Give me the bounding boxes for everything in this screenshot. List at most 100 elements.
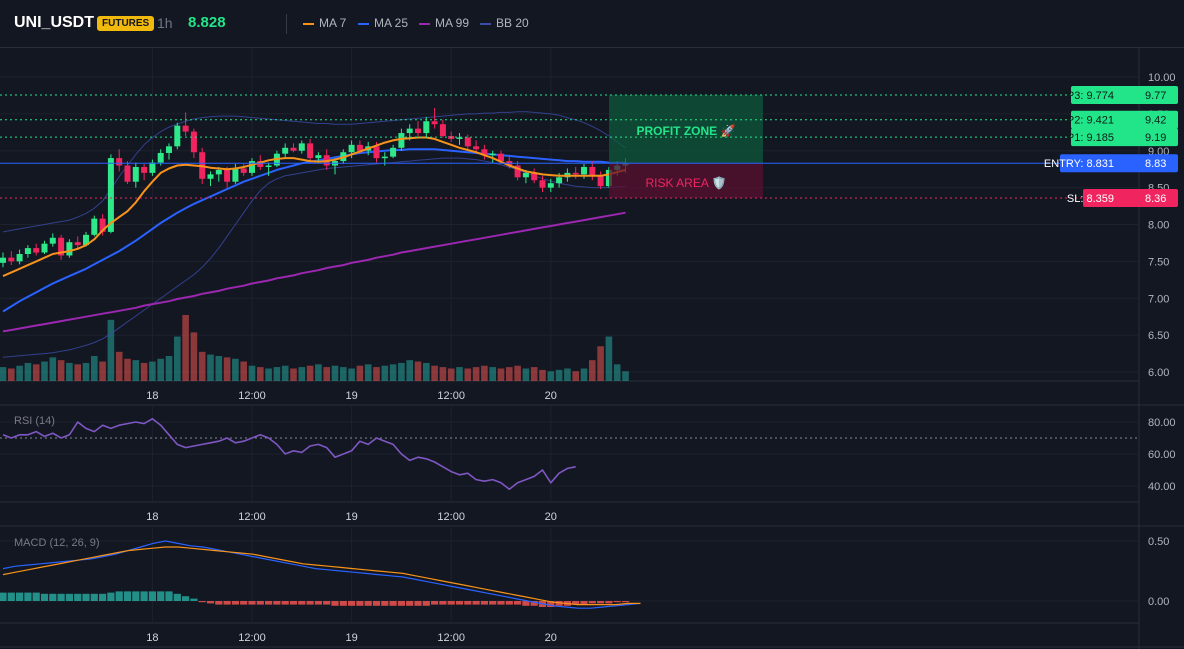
volume-bar	[497, 368, 505, 381]
candle-body	[166, 146, 172, 153]
legend-ma7[interactable]: MA 7	[303, 16, 346, 30]
macd-histogram-bar	[140, 591, 148, 601]
tp1-tag-bg	[1071, 128, 1178, 147]
price-pane[interactable]	[0, 107, 629, 381]
macd-histogram-bar	[223, 601, 231, 605]
tp3-tag-text: TP3: 9.774	[1060, 90, 1114, 102]
macd-histogram-bar	[190, 598, 198, 601]
candle-body	[215, 169, 222, 175]
candle-body	[531, 172, 538, 181]
last-price: 8.828	[188, 14, 226, 31]
symbol-name[interactable]: UNI_USDT	[14, 14, 95, 31]
macd-histogram-bar	[298, 601, 306, 605]
volume-bar	[149, 361, 156, 381]
candle-body	[8, 257, 15, 262]
tp2-axis-value: 9.42	[1145, 115, 1166, 127]
time-tick-label: 12:00	[238, 390, 266, 402]
time-tick-label: 19	[345, 390, 357, 402]
volume-bar	[348, 368, 355, 381]
volume-bar	[49, 357, 57, 381]
sl-tag[interactable]: SL: 8.359 8.36	[1067, 189, 1178, 208]
volume-bar	[439, 367, 447, 381]
candle-body	[298, 143, 305, 151]
timeframe-selector[interactable]: 1h	[157, 15, 173, 31]
price-tick-label: 6.50	[1148, 330, 1169, 342]
macd-histogram-bar	[115, 591, 123, 601]
time-tick-label: 19	[345, 632, 357, 644]
macd-histogram-bar	[306, 601, 314, 605]
macd-histogram-bar	[248, 601, 256, 605]
legend-swatch-ma7	[303, 22, 314, 25]
macd-histogram-bar	[621, 601, 630, 603]
candle-body	[265, 165, 272, 167]
volume-bar	[414, 361, 422, 381]
macd-histogram-bar	[406, 601, 414, 606]
candle-body	[539, 180, 546, 188]
volume-bar	[115, 351, 123, 381]
volume-bar	[157, 358, 164, 381]
macd-histogram-bar	[414, 601, 422, 606]
candle-body	[116, 158, 123, 166]
time-tick-label: 18	[146, 390, 158, 402]
profit-zone-label: PROFIT ZONE 🚀	[637, 124, 736, 138]
macd-histogram-bar	[397, 601, 405, 606]
macd-histogram-bar	[422, 601, 430, 606]
macd-histogram-bar	[497, 601, 505, 605]
candle-body	[0, 257, 6, 263]
candle-body	[49, 237, 56, 244]
volume-bar	[489, 367, 496, 381]
time-tick-label: 20	[545, 632, 557, 644]
tp3-tag[interactable]: TP3: 9.774 9.77	[1060, 86, 1178, 104]
candle-body	[431, 121, 438, 125]
legend-swatch-bb20	[480, 22, 491, 25]
ma99-line	[2, 211, 626, 333]
rsi-pane[interactable]: RSI (14)	[0, 415, 1139, 491]
tp1-tag[interactable]: TP1: 9.185 9.19	[1060, 128, 1178, 147]
volume-bar	[389, 364, 397, 381]
legend-ma99[interactable]: MA 99	[419, 16, 469, 30]
volume-bar	[613, 364, 621, 381]
volume-bar	[290, 368, 297, 381]
volume-bar	[0, 367, 7, 381]
legend-ma25[interactable]: MA 25	[358, 16, 408, 30]
macd-histogram-bar	[123, 591, 132, 601]
tp2-tag[interactable]: TP2: 9.421 9.42	[1060, 110, 1178, 129]
volume-bar	[622, 371, 629, 381]
rsi-tick-label: 60.00	[1148, 449, 1176, 461]
candle-body	[456, 137, 463, 139]
macd-pane[interactable]: MACD (12, 26, 9)	[0, 537, 641, 609]
futures-badge: FUTURES	[97, 16, 155, 31]
volume-bar	[530, 367, 538, 381]
candle-body	[415, 128, 421, 134]
macd-tick-label: 0.00	[1148, 596, 1169, 608]
macd-histogram-bar	[530, 601, 538, 606]
macd-histogram-bar	[464, 601, 472, 605]
legend-label-ma25: MA 25	[374, 16, 409, 30]
volume-bar	[124, 358, 131, 381]
sl-tag-text: SL: 8.359	[1067, 193, 1114, 205]
macd-histogram-bar	[439, 601, 447, 605]
candle-body	[556, 177, 563, 184]
macd-histogram-bar	[289, 601, 298, 605]
volume-bar	[74, 364, 81, 381]
macd-histogram-bar	[132, 591, 140, 601]
legend-bb20[interactable]: BB 20	[480, 16, 529, 30]
macd-histogram-bar	[215, 601, 223, 605]
candle-body	[58, 237, 65, 256]
volume-bar	[522, 368, 530, 381]
entry-tag[interactable]: ENTRY: 8.831 8.83	[1044, 154, 1178, 173]
candle-body	[547, 183, 554, 188]
macd-histogram-bar	[447, 601, 455, 605]
volume-bar	[514, 365, 521, 381]
risk-zone	[609, 163, 763, 199]
volume-bar	[597, 346, 604, 381]
volume-bar	[605, 336, 613, 381]
macd-histogram-bar	[157, 591, 165, 601]
candle-body	[581, 166, 587, 175]
candle-body	[348, 144, 355, 153]
macd-histogram-bar	[7, 592, 15, 601]
macd-histogram-bar	[431, 601, 439, 605]
candle-body	[514, 165, 521, 178]
volume-bar	[364, 364, 372, 381]
